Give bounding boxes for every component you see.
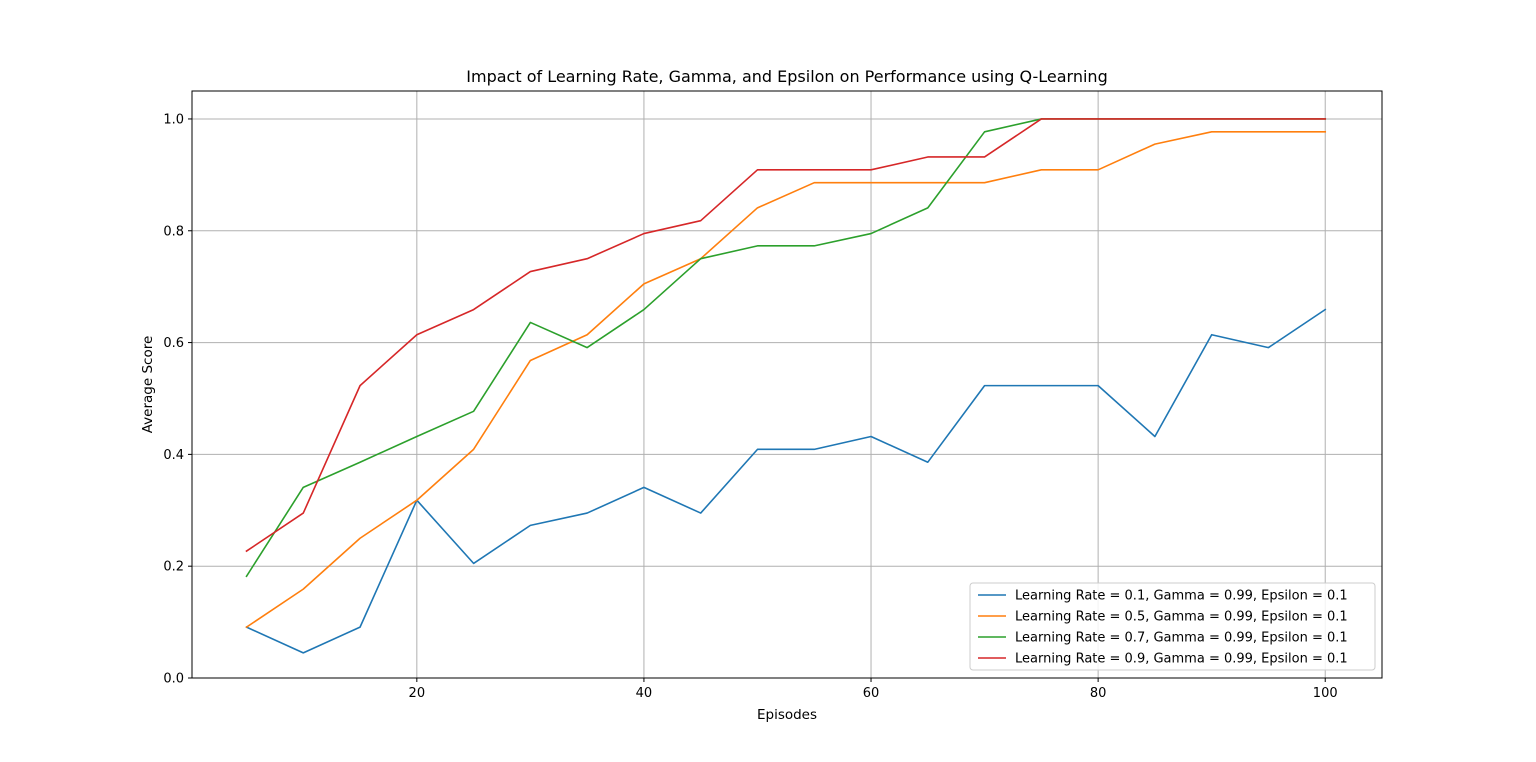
legend-label: Learning Rate = 0.1, Gamma = 0.99, Epsil… <box>1015 589 1348 604</box>
y-tick-label: 0.6 <box>163 336 184 351</box>
series-lines <box>245 118 1327 654</box>
legend-box <box>969 582 1376 671</box>
x-tick-label: 20 <box>409 686 426 701</box>
y-tick-label: 0.4 <box>163 448 184 463</box>
x-tick-label: 100 <box>1313 686 1338 701</box>
legend: Learning Rate = 0.1, Gamma = 0.99, Epsil… <box>969 582 1376 671</box>
chart-title: Impact of Learning Rate, Gamma, and Epsi… <box>466 67 1107 86</box>
plot-area-frame <box>191 90 1383 679</box>
y-tick-label: 0.8 <box>163 224 184 239</box>
y-tick-label: 0.0 <box>163 672 184 687</box>
x-tick-label: 40 <box>636 686 653 701</box>
y-tick-label: 0.2 <box>163 560 184 575</box>
x-tick-label: 80 <box>1090 686 1107 701</box>
y-tick-label: 1.0 <box>163 112 184 127</box>
series-line-2 <box>245 131 1327 629</box>
legend-label: Learning Rate = 0.5, Gamma = 0.99, Epsil… <box>1015 610 1348 625</box>
legend-label: Learning Rate = 0.9, Gamma = 0.99, Epsil… <box>1015 652 1348 667</box>
series-line-3 <box>245 118 1327 578</box>
series-line-4 <box>245 118 1327 553</box>
axis-ticks: 20 40 60 80 100 0.0 0.2 0.4 0.6 0.8 1.0 <box>163 112 1337 701</box>
x-tick-label: 60 <box>863 686 880 701</box>
x-axis-title: Episodes <box>757 707 817 723</box>
legend-label: Learning Rate = 0.7, Gamma = 0.99, Epsil… <box>1015 631 1348 646</box>
series-line-1 <box>245 308 1327 654</box>
y-axis-title: Average Score <box>140 336 156 434</box>
